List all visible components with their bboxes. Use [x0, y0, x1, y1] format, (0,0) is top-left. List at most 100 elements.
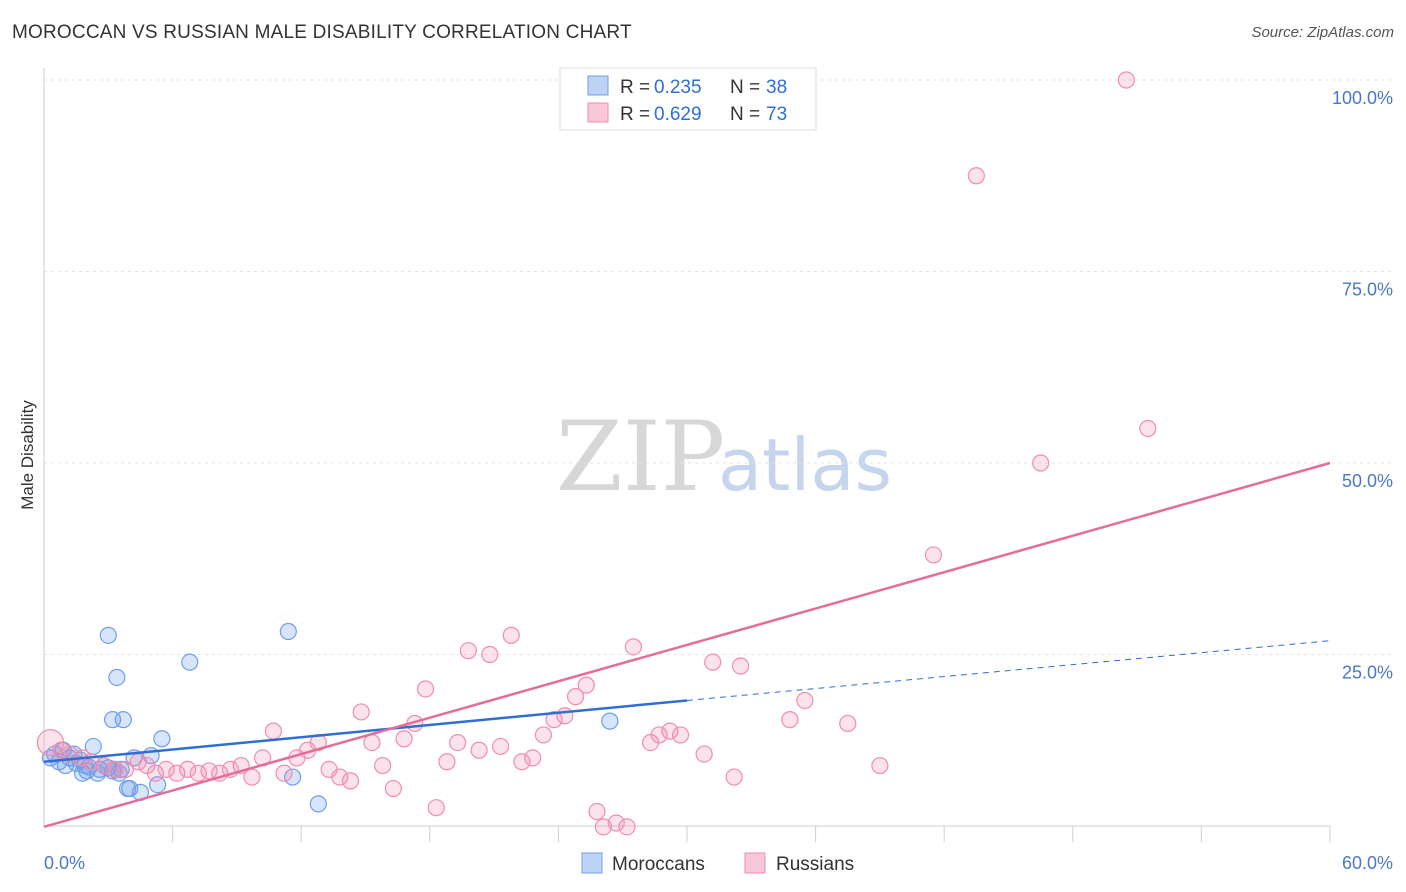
russian-point — [275, 764, 293, 782]
russian-point — [157, 760, 175, 779]
russian-point — [481, 645, 499, 664]
russian-point — [796, 691, 814, 710]
legend-swatch-russians — [587, 102, 609, 123]
x-tick-label-min: 0.0% — [44, 853, 85, 873]
legend: R = 0.235 N = 38 R = 0.629 N = 73 — [559, 67, 817, 131]
legend-n-label-2: N = — [730, 104, 760, 125]
y-tick-labels: 100.0% 75.0% 50.0% 25.0% — [1332, 88, 1393, 683]
russian-point — [545, 711, 563, 729]
russian-point — [52, 741, 70, 759]
russian-trend-line — [43, 461, 1331, 829]
russian-point — [661, 722, 679, 740]
watermark-zip: ZIP — [556, 401, 725, 513]
russian-point — [459, 642, 477, 660]
russian-point — [363, 733, 381, 752]
trend-lines — [43, 461, 1331, 829]
russian-point — [731, 657, 750, 675]
russian-point — [839, 714, 857, 733]
moroccan-point — [601, 712, 619, 730]
russian-point — [871, 756, 889, 775]
russian-point — [341, 772, 360, 790]
moroccan-point — [153, 730, 171, 748]
russian-point — [1117, 71, 1135, 89]
russian-point — [577, 676, 595, 694]
russian-point — [607, 814, 625, 832]
russian-point — [1139, 419, 1157, 438]
russian-point — [427, 799, 445, 817]
russian-point — [704, 653, 722, 671]
russian-point — [650, 726, 668, 744]
y-tick-label: 75.0% — [1342, 280, 1393, 300]
bottom-legend: Moroccans Russians — [581, 852, 854, 875]
moroccan-point — [99, 626, 117, 644]
x-tick-label-max: 60.0% — [1342, 853, 1393, 873]
moroccan-point — [181, 653, 199, 671]
russian-point — [384, 779, 402, 798]
legend-n-value-1: 38 — [766, 77, 787, 98]
moroccan-trend-extension — [686, 640, 1331, 701]
russian-point — [95, 756, 113, 775]
russian-point — [671, 726, 690, 744]
russian-point — [449, 733, 467, 752]
russian-point — [264, 722, 282, 740]
bottom-legend-russians: Russians — [776, 854, 854, 875]
moroccan-point — [309, 795, 327, 813]
russian-point — [502, 626, 520, 644]
data-points — [36, 71, 1157, 836]
y-tick-label: 25.0% — [1342, 663, 1393, 683]
russian-point — [116, 760, 135, 779]
russian-point — [588, 802, 606, 821]
russian-point — [924, 546, 943, 564]
chart-title: MOROCCAN VS RUSSIAN MALE DISABILITY CORR… — [12, 22, 632, 43]
russian-point — [725, 768, 743, 786]
x-ticks — [172, 826, 1331, 842]
bottom-legend-moroccans: Moroccans — [612, 854, 705, 875]
russian-point — [331, 768, 349, 786]
russian-point — [438, 753, 456, 771]
chart-source: Source: ZipAtlas.com — [1251, 24, 1394, 41]
russian-point — [352, 703, 370, 721]
legend-n-value-2: 73 — [766, 104, 787, 125]
y-tick-label: 50.0% — [1342, 471, 1393, 491]
russian-point — [594, 818, 613, 836]
grid-lines — [44, 79, 1392, 655]
russian-point — [534, 726, 552, 744]
moroccan-point — [118, 779, 137, 798]
russian-point — [967, 167, 985, 185]
legend-r-label-2: R = — [620, 104, 650, 125]
russian-point — [374, 756, 392, 775]
russian-point — [243, 768, 261, 786]
moroccan-point — [114, 711, 132, 729]
x-tick-labels: 0.0% 60.0% — [44, 853, 1393, 873]
russian-point — [189, 764, 207, 782]
russian-point — [395, 730, 413, 748]
russian-point — [566, 688, 585, 706]
russian-point — [513, 753, 531, 771]
russian-point — [146, 764, 165, 782]
russian-point — [695, 745, 713, 763]
russian-point — [416, 680, 435, 698]
russian-point — [491, 737, 510, 756]
moroccan-point — [284, 768, 302, 786]
bottom-legend-swatch-moroccans — [581, 852, 603, 874]
russian-point — [470, 741, 488, 759]
russian-point — [556, 707, 574, 725]
bottom-legend-swatch-russians — [744, 852, 766, 874]
russian-point — [524, 749, 542, 767]
russian-point — [618, 818, 636, 836]
legend-n-label-1: N = — [730, 77, 760, 98]
moroccan-point — [112, 760, 130, 779]
moroccan-trend-line — [43, 699, 688, 763]
moroccan-point — [108, 668, 126, 687]
legend-r-value-2: 0.629 — [654, 104, 702, 125]
russian-point — [624, 638, 643, 656]
legend-swatch-moroccans — [587, 75, 609, 96]
russian-point — [781, 711, 799, 729]
legend-r-value-1: 0.235 — [654, 77, 702, 98]
russian-point — [179, 760, 197, 779]
moroccan-point — [279, 622, 297, 641]
russian-point — [168, 764, 186, 782]
legend-r-label-1: R = — [620, 77, 650, 98]
russian-point — [1032, 454, 1050, 472]
